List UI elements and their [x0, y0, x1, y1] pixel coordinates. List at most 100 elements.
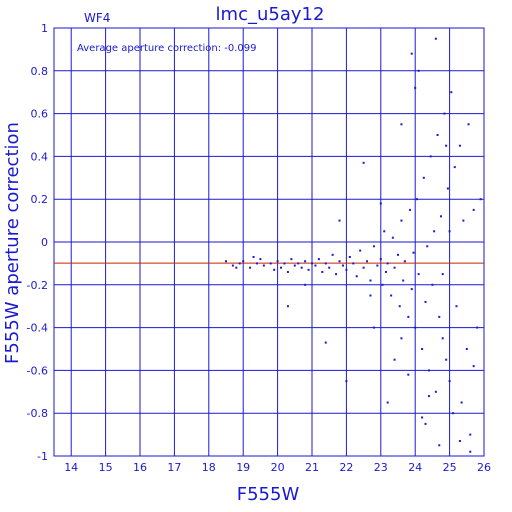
data-point: [469, 450, 472, 453]
data-point: [467, 123, 470, 126]
data-point: [458, 144, 461, 147]
data-point: [469, 433, 472, 436]
data-point: [433, 230, 436, 233]
y-tick-label: -0.8: [27, 407, 48, 420]
data-point: [300, 266, 303, 269]
x-tick-label: 22: [339, 461, 353, 474]
data-point: [231, 264, 234, 267]
data-point: [362, 161, 365, 164]
x-tick-label: 25: [443, 461, 457, 474]
x-tick-label: 15: [99, 461, 113, 474]
chart-subtitle: WF4: [84, 11, 110, 25]
x-tick-label: 26: [477, 461, 491, 474]
chart-annotation: Average aperture correction: -0.099: [77, 43, 257, 54]
data-point: [262, 264, 265, 267]
data-point: [415, 198, 418, 201]
x-tick-label: 19: [236, 461, 250, 474]
data-point: [314, 264, 317, 267]
data-point: [400, 219, 403, 222]
data-point: [345, 380, 348, 383]
data-point: [421, 416, 424, 419]
data-point: [438, 315, 441, 318]
data-point: [376, 264, 379, 267]
data-point: [398, 305, 401, 308]
data-point: [286, 270, 289, 273]
data-point: [400, 337, 403, 340]
data-point: [427, 395, 430, 398]
y-tick-label: -1: [37, 450, 48, 463]
data-point: [472, 365, 475, 368]
data-point: [441, 273, 444, 276]
data-point: [328, 266, 331, 269]
data-point: [311, 262, 313, 265]
data-point: [448, 230, 451, 233]
data-point: [338, 260, 341, 263]
data-point: [410, 52, 413, 55]
data-point: [403, 260, 406, 263]
data-point: [297, 262, 300, 265]
data-point: [417, 273, 420, 276]
data-point: [352, 262, 355, 265]
data-point: [317, 258, 320, 261]
data-point: [235, 266, 238, 269]
data-point: [434, 37, 437, 40]
x-tick-label: 14: [64, 461, 78, 474]
data-point: [452, 412, 455, 415]
data-point: [269, 262, 272, 265]
data-point: [335, 273, 338, 276]
data-point: [393, 266, 396, 269]
data-point: [307, 268, 310, 271]
data-point: [372, 326, 375, 329]
data-point: [345, 268, 348, 271]
data-point: [280, 266, 283, 269]
data-point: [445, 144, 448, 147]
data-point: [286, 305, 289, 308]
data-point: [407, 315, 410, 318]
y-tick-label: -0.2: [27, 279, 48, 292]
y-tick-label: 0.8: [31, 65, 49, 78]
data-point: [400, 123, 403, 126]
data-point: [460, 401, 463, 404]
data-point: [458, 440, 461, 443]
data-point: [422, 176, 425, 179]
y-tick-label: 0: [41, 236, 48, 249]
data-point: [393, 358, 396, 361]
data-point: [455, 305, 458, 308]
data-point: [421, 348, 424, 350]
data-point: [321, 270, 324, 273]
y-tick-label: 1: [41, 22, 48, 35]
grid-lines: [54, 28, 484, 456]
data-point: [434, 390, 437, 393]
x-tick-label: 18: [202, 461, 216, 474]
data-point: [338, 219, 341, 222]
y-tick-label: 0.4: [31, 150, 49, 163]
data-point: [381, 283, 384, 286]
data-point: [379, 202, 382, 205]
data-point: [324, 341, 327, 344]
data-point: [276, 260, 279, 263]
data-point: [472, 208, 475, 211]
data-point: [453, 166, 456, 169]
data-point: [412, 251, 415, 254]
data-point: [465, 348, 468, 350]
data-point: [355, 275, 358, 278]
data-point: [438, 444, 441, 447]
data-point: [379, 258, 382, 261]
data-point: [293, 264, 296, 267]
x-tick-labels: 14 15 16 17 18 19 20 21 22 23 24 25 26: [64, 461, 491, 474]
data-point: [446, 187, 449, 190]
x-tick-label: 20: [271, 461, 285, 474]
data-point: [443, 112, 446, 115]
data-point: [390, 294, 393, 297]
data-point: [424, 300, 427, 303]
data-point: [397, 253, 399, 256]
x-tick-label: 17: [167, 461, 181, 474]
x-axis-label: F555W: [237, 484, 300, 505]
data-point: [369, 294, 372, 297]
data-point: [359, 249, 362, 252]
y-tick-label: 0.6: [31, 108, 49, 121]
data-point: [348, 255, 351, 258]
data-point: [242, 260, 245, 263]
y-tick-label: -0.4: [27, 322, 48, 335]
